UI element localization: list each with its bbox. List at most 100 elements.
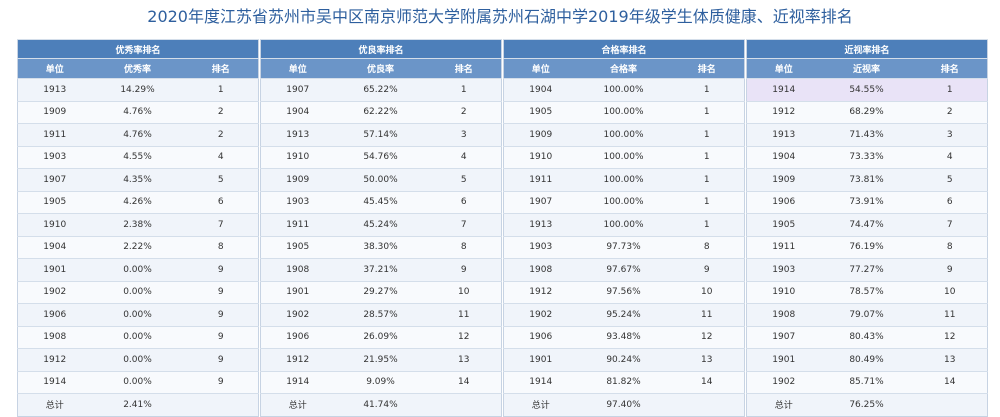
unit-cell: 1905 — [503, 100, 578, 124]
total-rate: 2.41% — [91, 393, 184, 416]
rate-cell: 100.00% — [577, 213, 670, 236]
table-row: 1902 0.00% 9 — [17, 280, 259, 304]
rank-cell: 12 — [669, 325, 745, 349]
rate-cell: 65.22% — [334, 78, 427, 101]
unit-cell: 1911 — [260, 213, 335, 236]
rate-cell: 80.43% — [820, 325, 913, 349]
rate-cell: 97.56% — [577, 280, 670, 304]
rate-cell: 76.19% — [820, 235, 913, 259]
rank-cell: 1 — [426, 78, 502, 101]
unit-cell: 1914 — [17, 370, 92, 394]
table-row: 1907 80.43% 12 — [746, 325, 988, 349]
rate-cell: 45.24% — [334, 213, 427, 236]
rank-cell: 6 — [183, 190, 259, 214]
rank-cell: 11 — [912, 303, 988, 326]
rank-cell: 9 — [426, 258, 502, 281]
table-row: 1908 0.00% 9 — [17, 325, 259, 349]
rate-cell: 100.00% — [577, 168, 670, 191]
total-label: 总计 — [503, 393, 578, 416]
rank-cell: 6 — [912, 190, 988, 214]
column-header: 单位 — [260, 58, 335, 79]
rate-cell: 0.00% — [91, 348, 184, 371]
table-row: 1904 100.00% 1 — [503, 78, 745, 101]
unit-cell: 1909 — [746, 168, 821, 191]
table-row: 1902 95.24% 11 — [503, 303, 745, 326]
rank-cell: 13 — [669, 348, 745, 371]
unit-cell: 1914 — [746, 78, 821, 101]
rate-cell: 74.47% — [820, 213, 913, 236]
rate-cell: 100.00% — [577, 100, 670, 124]
rate-cell: 0.00% — [91, 370, 184, 394]
table-row: 1907 65.22% 1 — [260, 78, 502, 101]
column-header: 排名 — [183, 58, 259, 79]
rank-cell: 9 — [183, 280, 259, 304]
total-rate: 97.40% — [577, 393, 670, 416]
unit-cell: 1904 — [17, 235, 92, 259]
rank-cell: 1 — [912, 78, 988, 101]
unit-cell: 1906 — [503, 325, 578, 349]
table-row: 1903 45.45% 6 — [260, 190, 502, 214]
rate-cell: 45.45% — [334, 190, 427, 214]
table-heading: 合格率排名 — [503, 39, 745, 59]
unit-cell: 1911 — [503, 168, 578, 191]
rate-cell: 14.29% — [91, 78, 184, 101]
table-row: 1908 97.67% 9 — [503, 258, 745, 281]
table-row: 1905 100.00% 1 — [503, 100, 745, 124]
unit-cell: 1907 — [746, 325, 821, 349]
unit-cell: 1907 — [17, 168, 92, 191]
unit-cell: 1914 — [503, 370, 578, 394]
unit-cell: 1914 — [260, 370, 335, 394]
unit-cell: 1910 — [260, 145, 335, 169]
rate-cell: 0.00% — [91, 280, 184, 304]
column-header: 合格率 — [577, 58, 670, 79]
rate-cell: 21.95% — [334, 348, 427, 371]
rank-cell: 1 — [669, 168, 745, 191]
total-rank — [426, 393, 502, 416]
rate-cell: 4.76% — [91, 123, 184, 146]
unit-cell: 1902 — [746, 370, 821, 394]
table-row: 1905 4.26% 6 — [17, 190, 259, 214]
unit-cell: 1913 — [17, 78, 92, 101]
rate-cell: 73.33% — [820, 145, 913, 169]
table-heading: 优良率排名 — [260, 39, 502, 59]
rate-cell: 26.09% — [334, 325, 427, 349]
table-row: 1911 100.00% 1 — [503, 168, 745, 191]
unit-cell: 1910 — [746, 280, 821, 304]
rank-cell: 8 — [426, 235, 502, 259]
rank-cell: 1 — [669, 123, 745, 146]
column-header: 近视率 — [820, 58, 913, 79]
table-row: 1914 54.55% 1 — [746, 78, 988, 101]
rate-cell: 4.35% — [91, 168, 184, 191]
total-row: 总计 76.25% — [746, 393, 988, 416]
unit-cell: 1909 — [17, 100, 92, 124]
table-row: 1909 4.76% 2 — [17, 100, 259, 124]
rank-cell: 6 — [426, 190, 502, 214]
table-row: 1911 76.19% 8 — [746, 235, 988, 259]
table-row: 1904 2.22% 8 — [17, 235, 259, 259]
table-row: 1913 57.14% 3 — [260, 123, 502, 146]
rank-cell: 14 — [426, 370, 502, 394]
rank-cell: 2 — [426, 100, 502, 124]
rate-cell: 0.00% — [91, 258, 184, 281]
column-header: 优良率 — [334, 58, 427, 79]
rank-cell: 9 — [912, 258, 988, 281]
table-row: 1912 68.29% 2 — [746, 100, 988, 124]
unit-cell: 1901 — [17, 258, 92, 281]
total-rank — [669, 393, 745, 416]
table-row: 1908 37.21% 9 — [260, 258, 502, 281]
unit-cell: 1913 — [503, 213, 578, 236]
rank-cell: 7 — [183, 213, 259, 236]
rate-cell: 68.29% — [820, 100, 913, 124]
rate-cell: 38.30% — [334, 235, 427, 259]
rate-cell: 100.00% — [577, 123, 670, 146]
good-rate-table: 优良率排名 单位 优良率 排名 1907 65.22% 1 1904 62.22% 2 1913 57… — [260, 39, 503, 417]
rate-cell: 80.49% — [820, 348, 913, 371]
rate-cell: 57.14% — [334, 123, 427, 146]
unit-cell: 1908 — [503, 258, 578, 281]
rate-cell: 97.73% — [577, 235, 670, 259]
unit-cell: 1901 — [746, 348, 821, 371]
unit-cell: 1912 — [260, 348, 335, 371]
table-row: 1914 9.09% 14 — [260, 370, 502, 394]
table-row: 1901 80.49% 13 — [746, 348, 988, 371]
table-row: 1903 77.27% 9 — [746, 258, 988, 281]
